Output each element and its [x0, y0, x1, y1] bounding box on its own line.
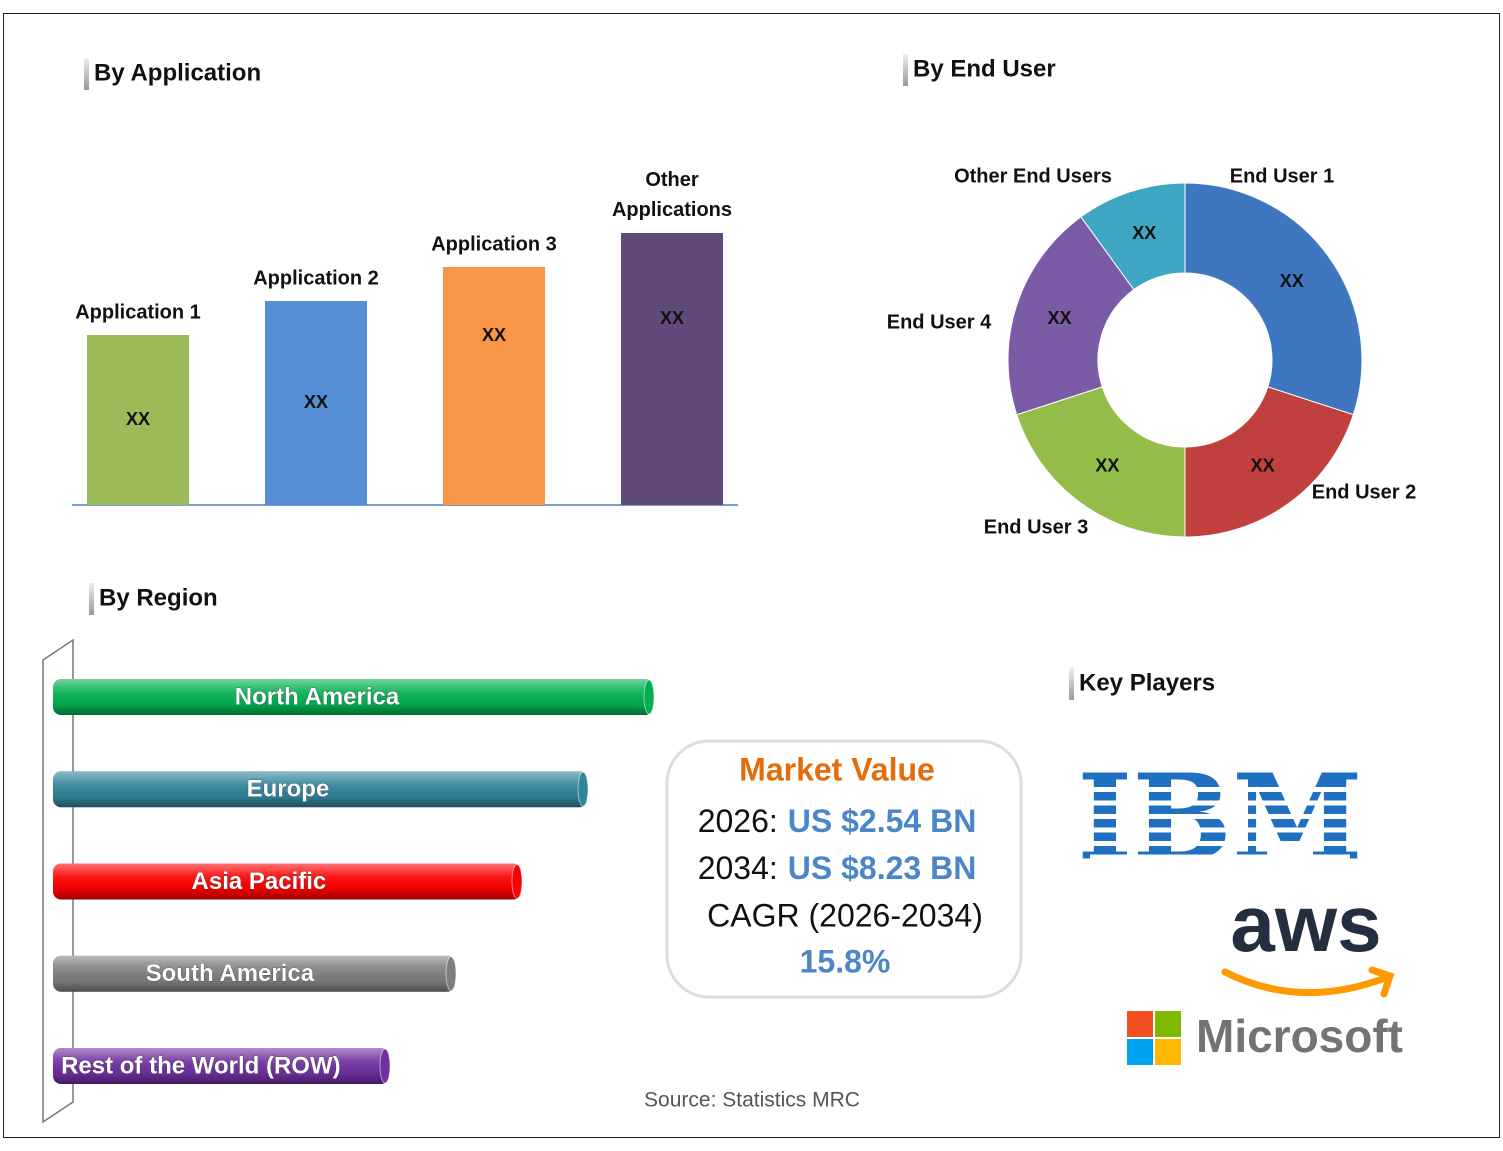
market-amount: US $2.54 BN: [788, 803, 977, 839]
logo-ms-square: [1155, 1011, 1181, 1037]
region-bar-shade: [53, 679, 653, 715]
header-accent: [1069, 668, 1074, 700]
logo-stripe: [1090, 868, 1350, 873]
slice-label: End User 1: [1230, 165, 1334, 187]
logo-stripe: [1090, 854, 1350, 860]
slice-label: End User 2: [1312, 481, 1416, 503]
region-bar-shade: [53, 1048, 389, 1084]
logo-aws-arrow: [1221, 966, 1395, 998]
category-label: Application 1: [75, 301, 201, 323]
region-label: Europe: [247, 776, 330, 803]
region-bar-end: [445, 956, 457, 992]
region-bar-end: [379, 1048, 391, 1084]
value-label: XX: [126, 409, 150, 429]
slice-label: Other End Users: [954, 165, 1112, 187]
region-label: Asia Pacific: [192, 868, 327, 895]
category-label: Application 3: [431, 233, 557, 255]
region-bar-shade: [53, 771, 587, 808]
market-year: 2026:: [698, 803, 778, 839]
region-label: North America: [235, 683, 400, 710]
section-title: By End User: [913, 55, 1056, 82]
market-amount: US $8.23 BN: [788, 850, 977, 886]
section-title: By Region: [99, 584, 218, 611]
region-label: South America: [146, 960, 315, 987]
logo-stripe: [1090, 800, 1350, 806]
region-bar-end: [577, 771, 589, 807]
logo-ms-square: [1155, 1039, 1181, 1065]
category-label: Application 2: [253, 267, 379, 289]
donut-slice: [1016, 386, 1186, 538]
logo-stripe: [1090, 814, 1350, 819]
source: Source: Statistics MRC: [644, 1089, 860, 1112]
value-label: XX: [1280, 271, 1304, 291]
slice-label: End User 4: [887, 311, 992, 333]
content: By Application XX Application 1 XX Applicati…: [42, 54, 1416, 1124]
logo-stripe: [1090, 827, 1350, 833]
market-year: 2034:: [698, 850, 778, 886]
region-bar-end: [643, 679, 655, 715]
value-label: XX: [660, 308, 684, 328]
logo-ms-square: [1127, 1039, 1153, 1065]
value-label: XX: [482, 325, 506, 345]
donut-slice: [1007, 216, 1135, 416]
header-accent: [89, 583, 94, 615]
value-label: XX: [1251, 456, 1275, 476]
region-bar-shade: [53, 955, 455, 992]
logo-stripe: [1090, 787, 1350, 792]
bar: [265, 301, 367, 505]
bar: [443, 267, 545, 505]
donut-slice: [1184, 182, 1363, 416]
region-bar-shade: [53, 863, 521, 900]
logo-ms-square: [1127, 1011, 1153, 1037]
region-bar-end: [511, 864, 523, 899]
section-title: By Application: [94, 59, 261, 86]
donut-slice: [1080, 182, 1186, 291]
market-row: 2026: US $2.54 BN: [698, 803, 977, 839]
slice-label: End User 3: [984, 516, 1088, 538]
logo-aws: aws: [1230, 879, 1381, 968]
cagr-label: CAGR (2026-2034): [707, 897, 983, 933]
bar: [87, 335, 189, 505]
bar: [621, 233, 723, 505]
market-box: [665, 739, 1023, 999]
market-row: 2034: US $8.23 BN: [698, 850, 977, 886]
section-title: Key Players: [1079, 669, 1215, 696]
value-label: XX: [304, 392, 328, 412]
value-label: XX: [1095, 456, 1119, 476]
cagr-value: 15.8%: [800, 943, 891, 979]
market-title: Market Value: [739, 751, 935, 787]
donut-slice: [1184, 386, 1354, 538]
value-label: XX: [1047, 308, 1071, 328]
header-accent: [84, 58, 89, 90]
logo-stripe: [1090, 841, 1350, 846]
logo-microsoft: Microsoft: [1196, 1010, 1403, 1062]
value-label: XX: [1132, 223, 1156, 243]
category-label: Other Applications: [612, 169, 732, 221]
header-accent: [903, 54, 908, 86]
region-label: Rest of the World (ROW): [61, 1052, 341, 1079]
